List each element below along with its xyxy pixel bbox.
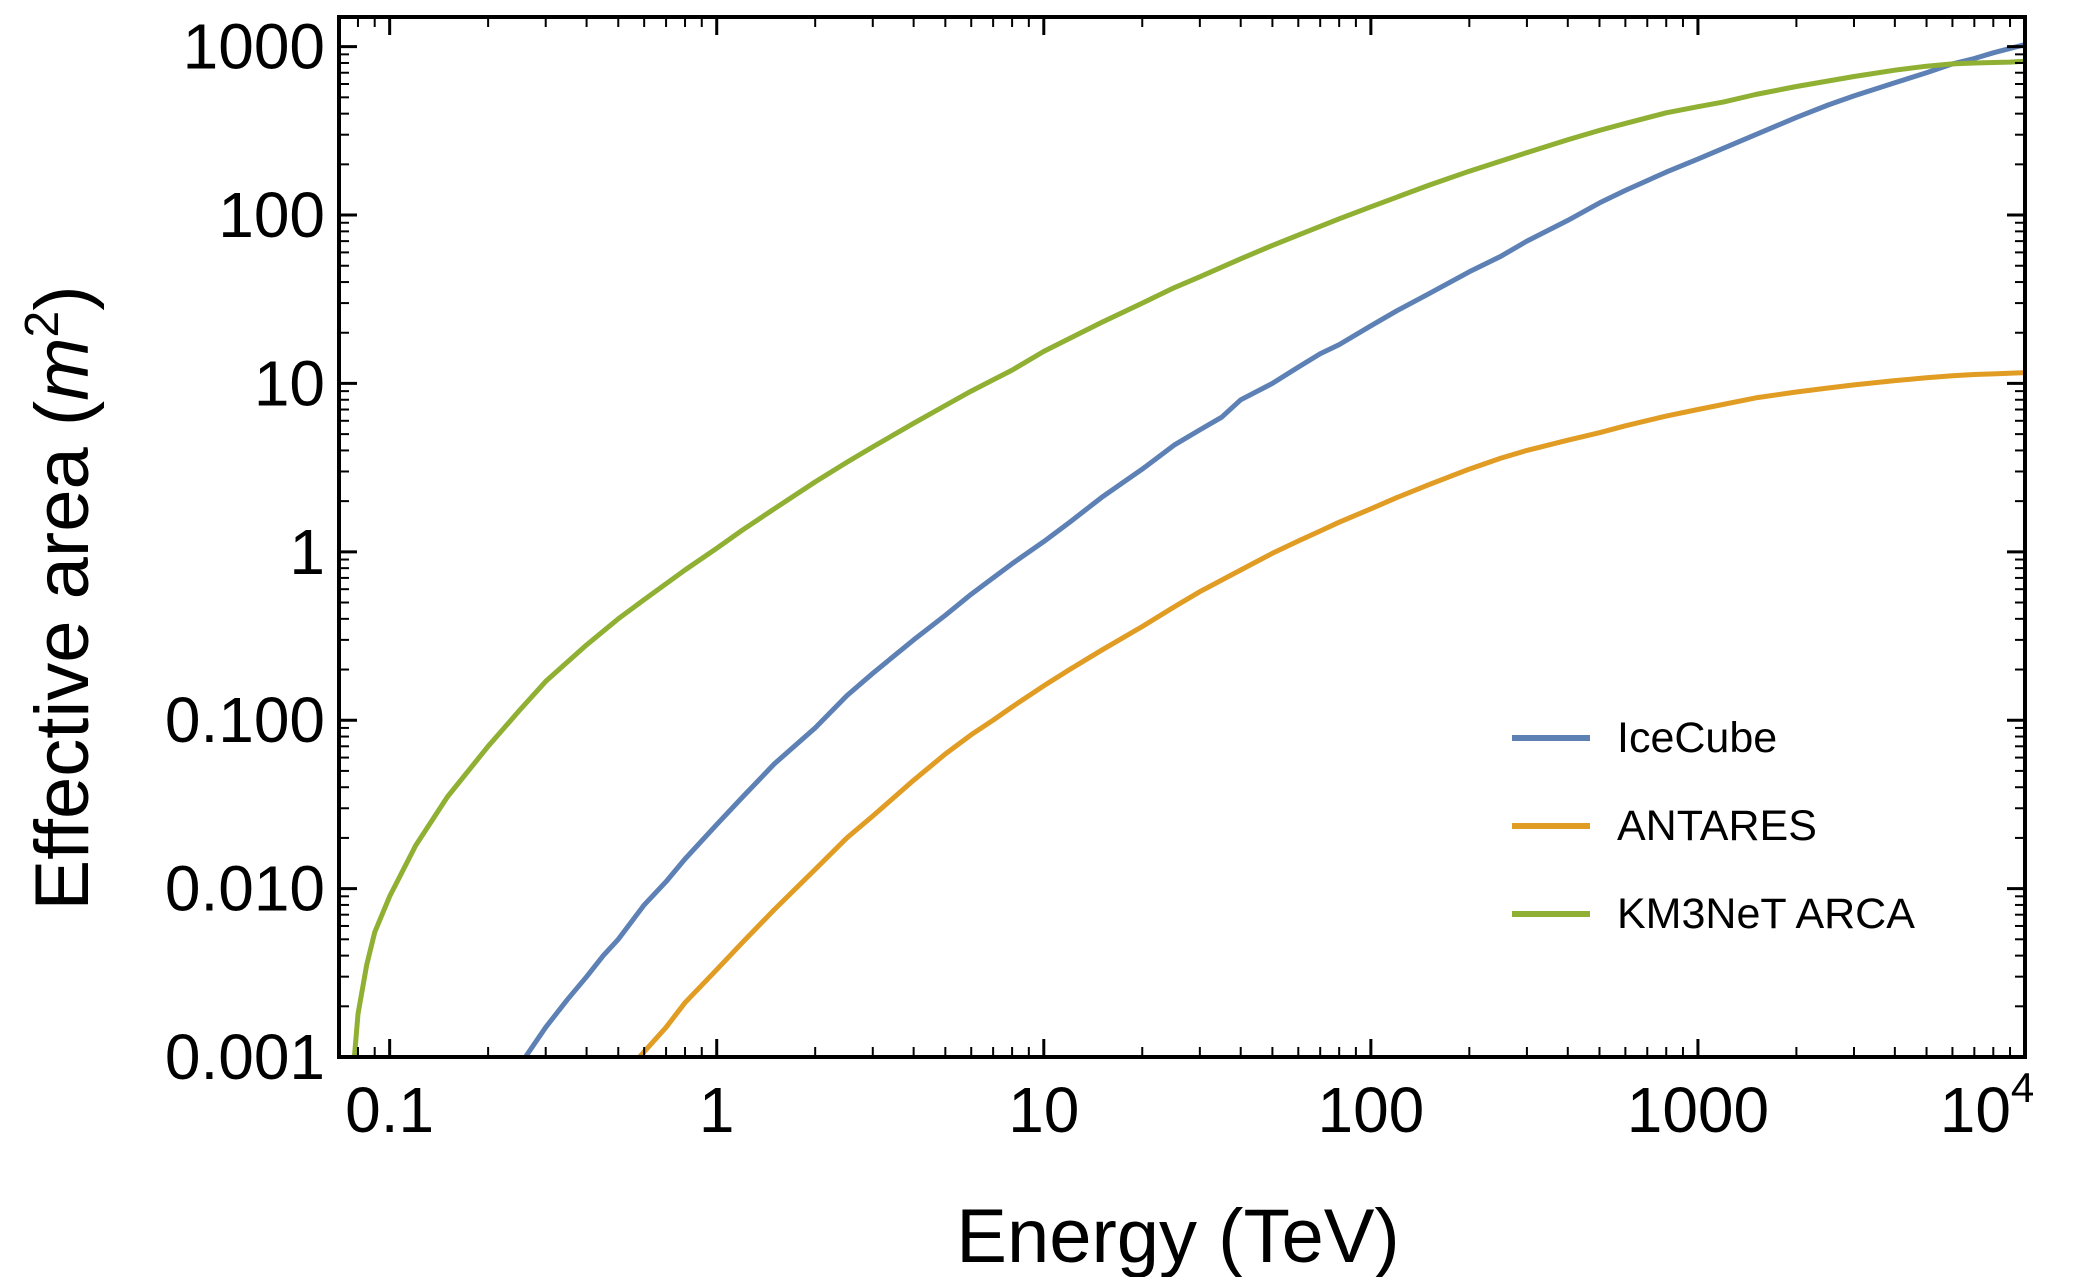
legend-label-km3net-arca: KM3NeT ARCA <box>1617 890 1915 938</box>
x-tick-label: 10 <box>1008 1074 1079 1146</box>
y-tick-label: 10 <box>254 347 325 419</box>
y-tick-label: 100 <box>218 179 325 251</box>
y-tick-label: 1000 <box>183 11 325 83</box>
y-axis-title-sup: 2 <box>16 311 69 338</box>
x-tick-label: 104 <box>1940 1064 2035 1146</box>
y-axis-ticks: 0.001 0.010 0.100 1 10 100 1000 <box>165 11 2025 1093</box>
plot-frame <box>337 15 2027 1059</box>
series-line-km3net-arca <box>351 58 2025 1057</box>
y-axis-title: Effective area (m2) <box>16 285 105 910</box>
series-line-icecube <box>523 42 2025 1057</box>
y-tick-label: 0.001 <box>165 1021 325 1093</box>
x-tick-label: 1 <box>699 1074 735 1146</box>
legend-label-antares: ANTARES <box>1617 802 1817 850</box>
y-axis-title-end: ) <box>20 285 105 310</box>
y-tick-label: 0.010 <box>165 853 325 925</box>
y-tick-label: 1 <box>289 516 325 588</box>
legend-label-icecube: IceCube <box>1617 714 1777 762</box>
x-tick-label: 0.1 <box>345 1074 434 1146</box>
series-line-antares <box>637 370 2025 1057</box>
x-tick-label: 1000 <box>1627 1074 1769 1146</box>
series-lines <box>351 42 2025 1057</box>
x-axis-ticks: 0.1 1 10 100 1000 104 <box>338 17 2035 1146</box>
y-axis-title-var: m <box>20 337 105 400</box>
x-axis-title: Energy (TeV) <box>956 1194 1400 1277</box>
x-tick-label: 100 <box>1317 1074 1424 1146</box>
y-tick-label: 0.100 <box>165 684 325 756</box>
y-axis-title-main: Effective area ( <box>20 401 105 911</box>
legend: IceCube ANTARES KM3NeT ARCA <box>1512 714 1915 938</box>
